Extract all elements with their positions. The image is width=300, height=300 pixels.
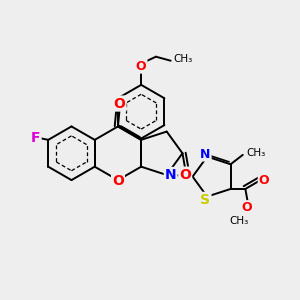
- Text: O: O: [114, 97, 125, 110]
- Text: CH₃: CH₃: [229, 216, 248, 226]
- Text: O: O: [241, 201, 252, 214]
- Text: CH₃: CH₃: [173, 54, 192, 64]
- Text: F: F: [31, 131, 40, 145]
- Text: O: O: [259, 174, 269, 187]
- Text: O: O: [112, 174, 124, 188]
- Text: S: S: [200, 193, 211, 207]
- Text: N: N: [200, 148, 211, 160]
- Text: N: N: [165, 168, 176, 182]
- Text: CH₃: CH₃: [247, 148, 266, 158]
- Text: O: O: [136, 60, 146, 73]
- Text: O: O: [179, 168, 191, 182]
